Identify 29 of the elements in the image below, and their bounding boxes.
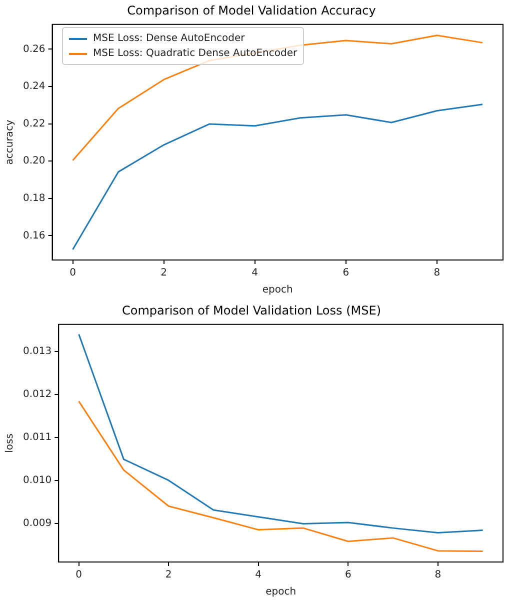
y-tick-label: 0.26 <box>23 44 46 55</box>
x-tick-label: 8 <box>434 268 440 279</box>
x-tick-label: 6 <box>342 268 350 279</box>
y-tick-label: 0.010 <box>22 474 52 486</box>
y-tick-label: 0.16 <box>23 230 46 242</box>
y-tick-label: 0.013 <box>22 346 52 358</box>
legend-label: MSE Loss: Quadratic Dense AutoEncoder <box>93 47 298 61</box>
legend-label: MSE Loss: Dense AutoEncoder <box>93 32 245 46</box>
y-tick-label: 0.011 <box>22 432 52 443</box>
x-tick-label: 4 <box>255 570 262 581</box>
x-tick-label: 8 <box>434 570 442 581</box>
x-tick-label: 6 <box>344 570 352 581</box>
y-tick-label: 0.18 <box>23 193 46 204</box>
y-axis-title: accuracy <box>4 120 16 165</box>
y-tick-label: 0.009 <box>22 518 52 529</box>
y-tick-label: 0.24 <box>23 81 46 92</box>
y-tick-label: 0.22 <box>23 118 46 130</box>
y-tick-label: 0.012 <box>22 389 52 400</box>
x-axis-title: epoch <box>266 586 296 598</box>
chart-title: Comparison of Model Validation Accuracy <box>127 3 376 18</box>
x-tick-label: 0 <box>70 268 76 279</box>
x-tick-label: 2 <box>165 570 172 581</box>
y-tick-label: 0.20 <box>23 156 46 167</box>
chart-title: Comparison of Model Validation Loss (MSE) <box>122 303 382 318</box>
x-tick-label: 0 <box>76 570 82 581</box>
y-axis-title: loss <box>4 434 16 453</box>
x-axis-title: epoch <box>262 284 293 296</box>
x-tick-label: 2 <box>160 268 167 279</box>
x-tick-label: 4 <box>252 268 258 279</box>
